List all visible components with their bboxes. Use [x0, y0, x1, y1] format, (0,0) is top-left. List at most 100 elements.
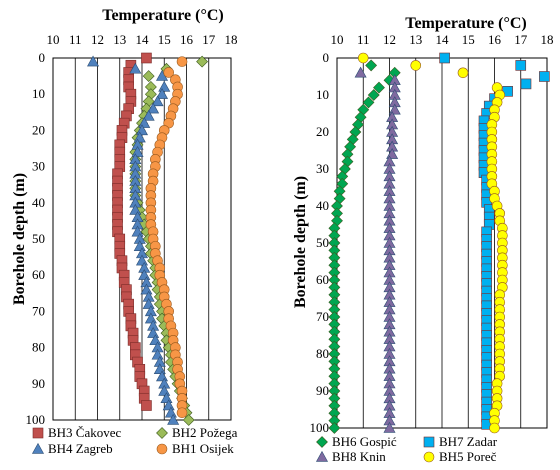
data-point: [354, 66, 367, 78]
y-tick-label: 90: [316, 383, 329, 398]
series-2: [87, 55, 180, 425]
x-tick-label: 10: [331, 32, 344, 47]
y-tick-label: 30: [32, 159, 45, 174]
legend-entry: BH5 Poreč: [423, 449, 497, 464]
data-point: [182, 414, 195, 426]
y-tick-label: 60: [32, 267, 45, 282]
data-point: [383, 421, 396, 433]
legend-label: BH6 Gospić: [332, 434, 397, 449]
x-tick-label: 15: [158, 32, 171, 47]
data-point: [140, 283, 153, 295]
y-tick-label: 40: [316, 198, 329, 213]
series-0: [328, 59, 401, 434]
legend-marker: [156, 427, 168, 439]
data-point: [135, 254, 149, 266]
data-point: [141, 400, 152, 411]
x-tick-label: 14: [136, 32, 150, 47]
y-tick-label: 70: [316, 309, 329, 324]
data-point: [142, 109, 155, 121]
x-tick-label: 17: [514, 32, 528, 47]
data-point: [367, 89, 380, 101]
y-tick-label: 10: [316, 87, 329, 102]
data-point: [138, 117, 151, 128]
data-point: [142, 298, 155, 309]
data-point: [328, 422, 341, 434]
x-tick-label: 14: [436, 32, 450, 47]
legend-marker: [315, 450, 329, 462]
x-tick-label: 11: [357, 32, 370, 47]
x-tick-label: 18: [225, 32, 238, 47]
y-tick-label: 90: [32, 376, 45, 391]
data-point: [158, 80, 171, 92]
data-point: [515, 60, 527, 71]
legend-entry: BH6 Gospić: [316, 434, 397, 449]
legend-entry: BH8 Knin: [315, 449, 386, 464]
series-1: [439, 52, 550, 430]
chart-panel-right: 10 11 12 13 14 15 16 17 180102030405060708090100…: [292, 15, 554, 464]
legend-marker: [32, 427, 44, 439]
legend-label: BH5 Poreč: [439, 449, 497, 464]
data-point: [357, 52, 369, 64]
y-tick-label: 50: [316, 235, 329, 250]
y-tick-label: 100: [26, 412, 46, 427]
data-point: [151, 95, 164, 107]
x-tick-label: 13: [409, 32, 422, 47]
legend-label: BH8 Knin: [332, 449, 386, 464]
data-point: [196, 55, 208, 68]
legend-marker: [316, 436, 328, 448]
data-point: [147, 327, 160, 338]
x-tick-label: 16: [180, 32, 194, 47]
series-3: [357, 52, 508, 434]
legend-marker: [423, 436, 435, 448]
data-point: [129, 203, 142, 215]
chart-panel-left: 10 11 12 13 14 15 16 17 180102030405060708090100…: [11, 7, 238, 456]
y-tick-label: 0: [39, 50, 46, 65]
legend-entry: BH4 Zagreb: [31, 441, 113, 456]
data-point: [158, 384, 171, 396]
legend-label: BH2 Požega: [172, 425, 238, 440]
data-point: [167, 413, 180, 425]
legend-entry: BH3 Čakovec: [32, 425, 122, 440]
data-point: [144, 312, 157, 324]
y-tick-label: 80: [316, 346, 329, 361]
data-point: [163, 67, 174, 78]
data-point: [141, 52, 152, 64]
data-point: [176, 56, 188, 67]
series-0: [112, 52, 152, 411]
data-point: [133, 131, 146, 143]
data-point: [489, 422, 500, 434]
y-tick-label: 40: [32, 195, 45, 210]
y-tick-label: 10: [32, 86, 45, 101]
x-tick-label: 10: [47, 32, 60, 47]
data-point: [131, 225, 144, 237]
legend-label: BH7 Zadar: [439, 434, 498, 449]
data-point: [131, 146, 144, 157]
x-tick-label: 13: [113, 32, 126, 47]
x-tick-label: 15: [462, 32, 475, 47]
legend-entry: BH1 Osijek: [156, 441, 234, 456]
data-point: [176, 407, 188, 419]
legend-marker: [31, 442, 45, 454]
data-point: [162, 399, 175, 411]
legend-marker: [423, 451, 435, 463]
y-tick-label: 20: [32, 122, 45, 137]
data-point: [365, 59, 378, 72]
chart-title: Temperature (°C): [405, 15, 526, 32]
legend-label: BH1 Osijek: [172, 441, 234, 456]
y-tick-label: 80: [32, 340, 45, 355]
legend-marker: [156, 443, 168, 455]
series-2: [354, 66, 401, 433]
y-tick-label: 70: [32, 303, 45, 318]
y-tick-label: 100: [310, 420, 330, 435]
x-tick-label: 11: [69, 32, 82, 47]
legend-entry: BH7 Zadar: [423, 434, 498, 449]
series-3: [145, 56, 188, 419]
data-point: [156, 370, 169, 382]
y-axis-label: Borehole depth (m): [11, 173, 28, 305]
data-point: [135, 124, 149, 136]
y-tick-label: 0: [323, 50, 330, 65]
y-tick-label: 60: [316, 272, 329, 287]
data-point: [133, 240, 146, 251]
data-point: [151, 348, 164, 360]
x-tick-label: 17: [202, 32, 216, 47]
